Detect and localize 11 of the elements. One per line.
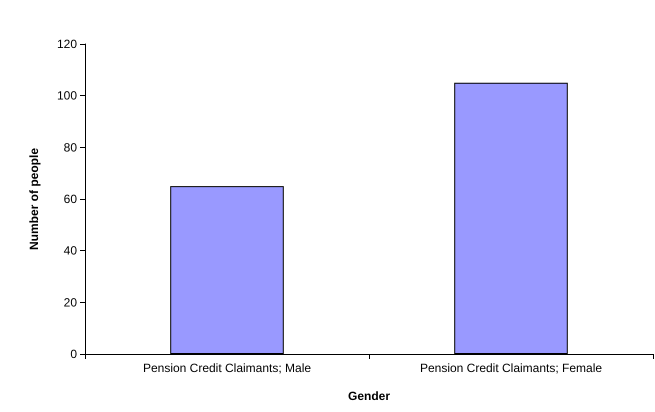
y-axis-title: Number of people [27, 148, 41, 250]
y-tick-label: 100 [56, 88, 78, 103]
y-tick-label: 40 [64, 244, 78, 258]
y-tick-label: 120 [56, 37, 78, 51]
x-tick-label: Pension Credit Claimants; Female [420, 361, 602, 375]
x-axis-title: Gender [348, 389, 390, 403]
y-tick-label: 60 [64, 192, 78, 206]
x-tick-label: Pension Credit Claimants; Male [142, 361, 312, 375]
y-tick-label: 20 [64, 295, 78, 310]
y-tick-label: 80 [64, 140, 78, 154]
y-tick-label: 0 [70, 347, 78, 361]
